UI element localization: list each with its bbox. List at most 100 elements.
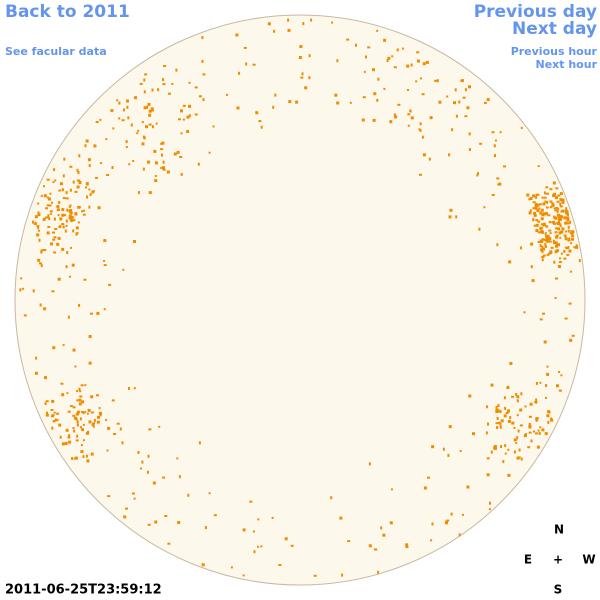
facula [417, 59, 420, 63]
facula [540, 217, 544, 221]
facula [52, 181, 55, 184]
facula [97, 415, 100, 419]
facula [331, 21, 334, 24]
facula [151, 88, 154, 92]
facula [561, 209, 565, 213]
facula [85, 139, 89, 143]
facula [105, 138, 108, 141]
facula [107, 495, 111, 498]
facula [549, 188, 553, 191]
facula [103, 260, 106, 262]
facula [334, 93, 338, 97]
facula [71, 263, 75, 267]
facula [118, 101, 121, 105]
facula [560, 230, 564, 234]
facula [62, 225, 65, 229]
facula [380, 526, 383, 530]
facula [63, 214, 67, 217]
facula [550, 205, 553, 208]
facula [556, 384, 559, 388]
facula [154, 520, 158, 524]
facula [40, 194, 43, 197]
facula [171, 82, 174, 85]
facula [36, 225, 40, 228]
facula [80, 450, 84, 454]
facula [76, 423, 79, 427]
facula [76, 420, 79, 424]
facula [53, 217, 56, 221]
facula [554, 231, 558, 234]
facula [38, 238, 41, 242]
facula [523, 311, 526, 314]
facula [66, 251, 69, 254]
next-hour-link[interactable]: Next hour [536, 58, 598, 71]
facula [182, 118, 185, 121]
next-day-link[interactable]: Next day [512, 19, 597, 39]
facula [83, 278, 87, 281]
facula [51, 414, 55, 417]
facula [386, 59, 389, 63]
facula [446, 519, 450, 522]
facula [72, 180, 75, 184]
facula [407, 89, 409, 91]
facula [166, 170, 170, 174]
facula [548, 237, 552, 241]
facula [541, 258, 544, 262]
facula [68, 214, 72, 218]
facula [539, 231, 543, 234]
facula [495, 410, 499, 413]
facula [455, 114, 458, 118]
facula [427, 476, 430, 479]
facula [257, 518, 260, 521]
facula [53, 251, 57, 254]
facula [163, 65, 167, 67]
facula [491, 194, 495, 196]
facula [37, 258, 41, 262]
facula [554, 216, 558, 220]
facula [495, 422, 499, 425]
facula [44, 376, 47, 380]
solar-disk [14, 14, 586, 586]
facula [558, 265, 561, 268]
facula [45, 207, 48, 210]
facula [57, 236, 61, 240]
facula [507, 448, 510, 451]
facula [442, 447, 445, 451]
facula [59, 224, 62, 228]
previous-hour-link[interactable]: Previous hour [511, 45, 598, 58]
facula [260, 545, 263, 548]
facula [148, 113, 152, 117]
facula [520, 246, 523, 250]
facula [397, 103, 401, 106]
back-link[interactable]: Back to 2011 [5, 2, 130, 22]
facula [107, 426, 111, 430]
facula [553, 207, 556, 210]
facula [137, 191, 140, 195]
facula [298, 56, 302, 59]
facula [545, 212, 548, 216]
facula [78, 303, 81, 307]
facula [546, 414, 550, 418]
facula [125, 140, 128, 144]
facula [423, 486, 427, 490]
timestamp: 2011-06-25T23:59:12 [5, 583, 162, 598]
facula [536, 445, 540, 449]
facula [499, 131, 502, 134]
facula [125, 146, 128, 148]
facula [405, 543, 409, 547]
facula [111, 399, 115, 402]
facula [81, 428, 85, 432]
facula [82, 455, 85, 459]
facula [535, 417, 539, 420]
facula [488, 508, 491, 511]
facula [175, 68, 178, 72]
facula [555, 196, 559, 200]
facula [188, 114, 191, 118]
facula [546, 236, 550, 240]
facula [139, 82, 143, 85]
facula [410, 116, 414, 120]
facular-link[interactable]: See facular data [5, 45, 107, 58]
previous-day-link[interactable]: Previous day [474, 2, 597, 22]
facula [213, 514, 217, 517]
facula [361, 118, 365, 122]
